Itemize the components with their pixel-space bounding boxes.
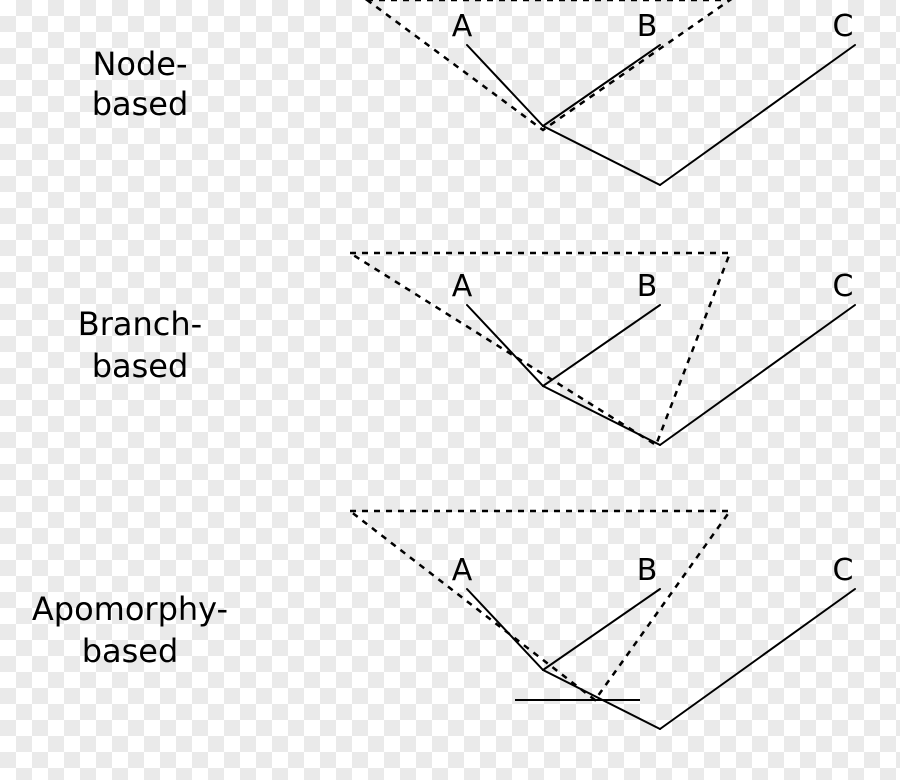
tip-label-b: B: [637, 553, 658, 588]
tip-label-a: A: [452, 553, 473, 588]
panel-title-line1: Node-: [92, 45, 187, 83]
tree-edges: [467, 45, 855, 185]
tip-label-a: A: [452, 269, 473, 304]
tip-label-a: A: [452, 9, 473, 44]
tip-label-b: B: [637, 269, 658, 304]
tip-label-b: B: [637, 9, 658, 44]
tip-label-c: C: [833, 9, 854, 44]
clade-outline: [367, 0, 730, 130]
tree-edges: [467, 305, 855, 445]
tip-label-c: C: [833, 269, 854, 304]
cladogram-definitions-figure: Node- based A B C Branch- based A B C: [0, 0, 900, 780]
tree-edges: [467, 589, 855, 729]
tip-label-c: C: [833, 553, 854, 588]
panel-title-line2: based: [92, 347, 189, 385]
panel-node-based: Node- based A B C: [92, 0, 855, 185]
panel-branch-based: Branch- based A B C: [78, 253, 855, 445]
clade-outline: [350, 511, 730, 700]
panel-apomorphy-based: Apomorphy- based A B C: [32, 511, 855, 729]
panel-title-line2: based: [92, 85, 189, 123]
panel-title-line1: Branch-: [78, 305, 202, 343]
clade-outline: [350, 253, 730, 445]
panel-title-line1: Apomorphy-: [32, 590, 228, 628]
panel-title-line2: based: [82, 632, 179, 670]
